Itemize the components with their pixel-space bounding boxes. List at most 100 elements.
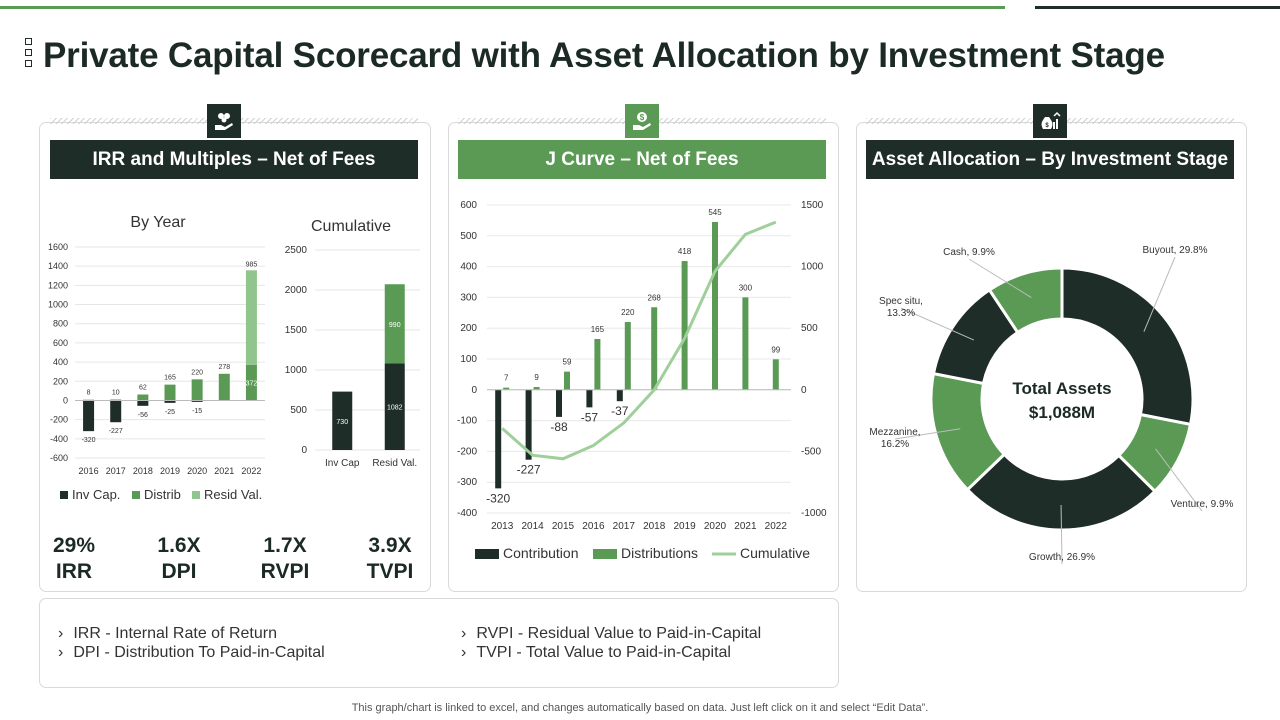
y-tick-label: 2000 xyxy=(285,285,308,296)
definition-dpi: › DPI - Distribution To Paid-in-Capital xyxy=(58,644,325,661)
bar-inv-cap xyxy=(191,400,203,402)
bar-inv-cap xyxy=(137,400,149,406)
data-label: 7 xyxy=(504,374,509,383)
bar-contribution xyxy=(525,389,532,460)
definition-text: IRR - Internal Rate of Return xyxy=(73,625,277,642)
dollar-hand-icon: $ xyxy=(625,104,659,138)
svg-text:$: $ xyxy=(640,113,645,122)
x-tick-label: 2021 xyxy=(734,521,757,532)
bar-distributions xyxy=(533,387,540,390)
total-assets-value: $1,088M xyxy=(1029,403,1095,422)
chart-title: By Year xyxy=(130,214,186,231)
slice-label: Mezzanine, 16.2% xyxy=(869,427,920,450)
x-tick-label: 2021 xyxy=(214,466,234,476)
x-tick-label: 2019 xyxy=(160,466,180,476)
legend-swatch xyxy=(60,491,68,499)
footer-note: This graph/chart is linked to excel, and… xyxy=(351,702,929,714)
bar-resid-val xyxy=(245,270,257,365)
x-tick-label: 2013 xyxy=(491,521,514,532)
definition-text: RVPI - Residual Value to Paid-in-Capital xyxy=(476,625,762,642)
legend-label: Distributions xyxy=(621,545,698,561)
definition-tvpi: › TVPI - Total Value to Paid-in-Capital xyxy=(461,644,731,661)
bar-distributions xyxy=(594,338,601,390)
data-label: -57 xyxy=(581,410,599,424)
slice-label: Growth, 26.9% xyxy=(1029,552,1095,563)
total-assets-label: Total Assets xyxy=(1012,379,1111,398)
leader-line xyxy=(1155,448,1203,512)
bar-distributions xyxy=(503,387,510,390)
bar-distrib xyxy=(137,394,149,401)
y-tick-label-left: 400 xyxy=(460,262,477,273)
x-tick-label: 2018 xyxy=(133,466,153,476)
bar-distributions xyxy=(564,371,570,390)
y-tick-label: 2500 xyxy=(285,245,308,256)
x-tick-label: 2016 xyxy=(582,521,605,532)
y-tick-label: 1600 xyxy=(48,242,68,252)
y-tick-label-left: 500 xyxy=(460,231,477,242)
y-tick-label: 1500 xyxy=(285,325,308,336)
metric-value: 29% xyxy=(52,534,96,557)
y-tick-label-right: 1000 xyxy=(801,262,824,273)
svg-text:$: $ xyxy=(1045,123,1049,129)
data-label: 8 xyxy=(87,390,91,397)
slice-label: Cash, 9.9% xyxy=(943,247,995,258)
data-label: 165 xyxy=(164,375,176,382)
data-label: 99 xyxy=(771,345,780,354)
data-label: 62 xyxy=(139,385,147,392)
data-label: 9 xyxy=(534,373,539,382)
y-tick-label-left: 200 xyxy=(460,323,477,334)
x-tick-label: 2022 xyxy=(241,466,261,476)
legend-swatch xyxy=(593,549,617,559)
y-tick-label: 200 xyxy=(53,376,68,386)
bar-distrib xyxy=(245,364,257,401)
by-year-chart: By Year 1600 1400 1200 1000 800 600 400 200 0 -200… xyxy=(48,214,265,502)
y-tick-label: 1000 xyxy=(285,365,308,376)
top-accent-bar-dark xyxy=(1035,6,1280,9)
legend-label: Contribution xyxy=(503,545,579,561)
leader-line xyxy=(1060,504,1063,565)
allocation-donut-chart: Buyout, 29.8% Venture, 9.9% Growth, 26.9% M… xyxy=(869,245,1234,565)
donut-slice-cash xyxy=(987,266,1064,335)
x-tick-label: 2020 xyxy=(704,521,727,532)
bar-distributions xyxy=(681,261,688,390)
x-tick-label: 2016 xyxy=(79,466,99,476)
x-tick-label: 2014 xyxy=(521,521,544,532)
donut-hole xyxy=(985,322,1139,476)
y-tick-label-left: -100 xyxy=(457,416,477,427)
x-tick-label: 2019 xyxy=(673,521,696,532)
y-tick-label: 800 xyxy=(53,319,68,329)
y-tick-label: 0 xyxy=(63,395,68,405)
data-label: 1082 xyxy=(387,405,403,412)
y-tick-label: 1200 xyxy=(48,280,68,290)
y-tick-label-right: 500 xyxy=(801,323,818,334)
chart-title: Cumulative xyxy=(311,218,391,235)
data-label: 268 xyxy=(648,293,662,302)
data-label: -227 xyxy=(109,428,123,435)
data-label: 59 xyxy=(563,358,572,367)
metric-label: TVPI xyxy=(366,560,414,583)
bar-distributions xyxy=(712,221,718,390)
bar-inv-cap xyxy=(110,400,122,423)
bar-distributions xyxy=(651,307,658,390)
bar-distrib xyxy=(191,379,203,401)
y-tick-label-right: -500 xyxy=(801,446,821,457)
bar-distributions xyxy=(772,359,779,390)
metric-value: 3.9X xyxy=(368,534,412,557)
title-bullet-icon xyxy=(25,38,33,72)
legend-label: Inv Cap. xyxy=(72,487,120,502)
definition-text: DPI - Distribution To Paid-in-Capital xyxy=(73,644,325,661)
definition-rvpi: › RVPI - Residual Value to Paid-in-Capita… xyxy=(461,625,762,642)
y-tick-label-left: -200 xyxy=(457,446,477,457)
definition-irr: › IRR - Internal Rate of Return xyxy=(58,625,277,642)
y-tick-label: -400 xyxy=(50,434,68,444)
metric-tvpi: 3.9X TVPI xyxy=(345,533,435,585)
metric-label: RVPI xyxy=(260,560,310,583)
jcurve-panel xyxy=(448,122,839,592)
y-tick-label-right: 1500 xyxy=(801,200,824,211)
leader-line xyxy=(900,307,975,341)
money-hand-icon xyxy=(207,104,241,138)
data-label: -15 xyxy=(192,408,202,415)
metric-label: DPI xyxy=(161,560,197,583)
metric-value: 1.7X xyxy=(263,534,307,557)
data-label: 985 xyxy=(246,261,258,268)
